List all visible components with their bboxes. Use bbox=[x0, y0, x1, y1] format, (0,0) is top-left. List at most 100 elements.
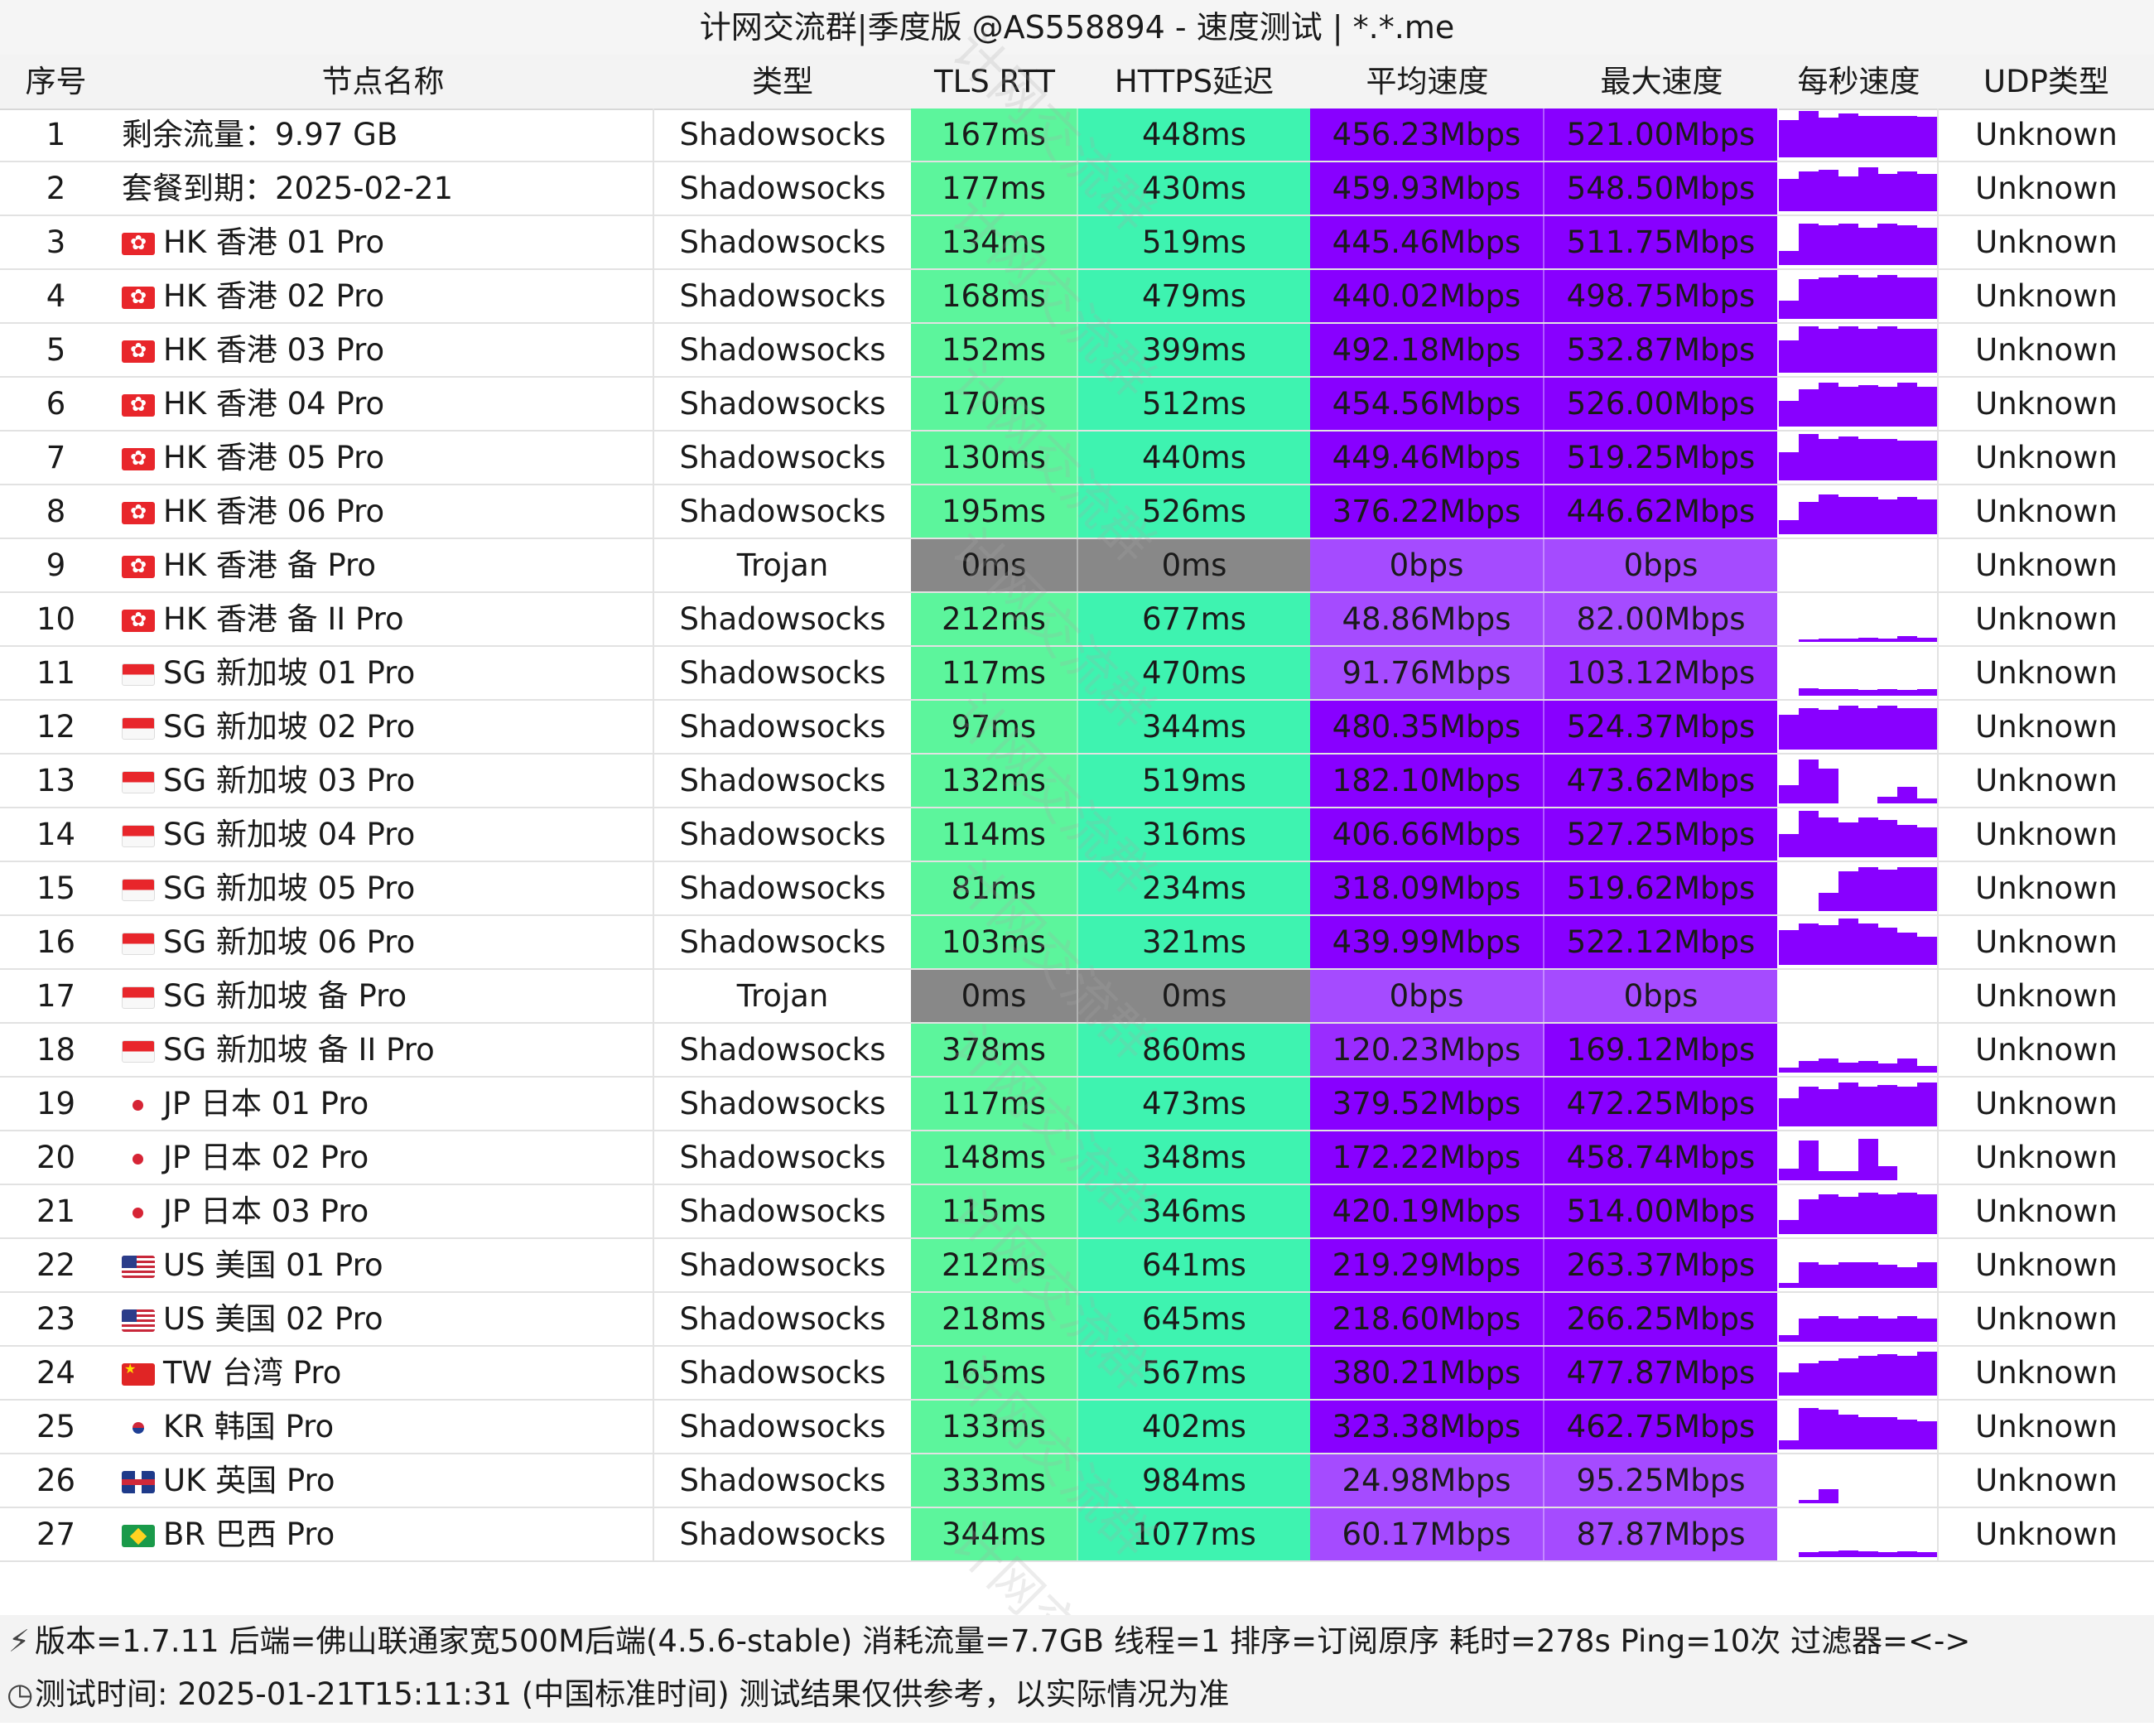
max-speed: 519.25Mbps bbox=[1544, 432, 1779, 484]
node-name: BR 巴西 Pro bbox=[112, 1508, 654, 1560]
sparkline-bar bbox=[1917, 499, 1937, 534]
sparkline-bar bbox=[1917, 708, 1937, 750]
sparkline-bar bbox=[1798, 1262, 1819, 1288]
flag-us-icon bbox=[122, 1256, 155, 1278]
footer-info-line: ⚡ 版本=1.7.11 后端=佛山联通家宽500M后端(4.5.6-stable)… bbox=[0, 1615, 2154, 1668]
row-index: 9 bbox=[46, 547, 66, 583]
sparkline-bar bbox=[1818, 925, 1838, 965]
tls-rtt: 130ms bbox=[911, 432, 1078, 484]
row-index: 6 bbox=[46, 386, 66, 422]
sparkline-bar bbox=[1798, 1363, 1819, 1396]
results-table: 1 剩余流量：9.97 GB Shadowsocks 167ms 448ms 456.23… bbox=[0, 108, 2154, 1562]
max-speed: 446.62Mbps bbox=[1544, 485, 1779, 538]
sparkline-bar bbox=[1917, 1066, 1937, 1073]
tls-rtt: 165ms bbox=[911, 1347, 1078, 1399]
table-header: 序号 节点名称 类型 TLS RTT HTTPS延迟 平均速度 最大速度 每秒速… bbox=[0, 55, 2154, 110]
node-name: SG 新加坡 01 Pro bbox=[112, 647, 654, 699]
sparkline-bar bbox=[1779, 251, 1799, 265]
antenna-icon: ⚡ bbox=[8, 1623, 30, 1659]
sparkline-bar bbox=[1877, 1354, 1898, 1396]
speed-sparkline bbox=[1779, 378, 1939, 430]
sparkline-bar bbox=[1779, 1335, 1799, 1342]
max-speed: 87.87Mbps bbox=[1544, 1508, 1779, 1560]
tls-rtt: 333ms bbox=[911, 1454, 1078, 1507]
sparkline-bar bbox=[1838, 1063, 1858, 1073]
node-type: Shadowsocks bbox=[679, 386, 886, 422]
https-latency: 567ms bbox=[1078, 1347, 1310, 1399]
sparkline-bar bbox=[1798, 708, 1819, 750]
udp-type: Unknown bbox=[1975, 1032, 2118, 1068]
sparkline-bar bbox=[1779, 520, 1799, 534]
udp-type: Unknown bbox=[1975, 117, 2118, 152]
speed-sparkline bbox=[1779, 539, 1939, 591]
udp-type: Unknown bbox=[1975, 440, 2118, 475]
avg-speed: 492.18Mbps bbox=[1310, 324, 1544, 376]
node-name-text: BR 巴西 Pro bbox=[163, 1517, 335, 1552]
header-https: HTTPS延迟 bbox=[1114, 64, 1275, 99]
sparkline-bar bbox=[1838, 689, 1858, 696]
table-row: 13 SG 新加坡 03 Pro Shadowsocks 132ms 519ms 182.… bbox=[0, 755, 2154, 808]
udp-type: Unknown bbox=[1975, 547, 2118, 583]
node-name-text: TW 台湾 Pro bbox=[163, 1355, 342, 1391]
sparkline-bar bbox=[1818, 494, 1838, 534]
sparkline-bar bbox=[1798, 224, 1819, 265]
node-name: JP 日本 01 Pro bbox=[112, 1078, 654, 1130]
sparkline-bar bbox=[1779, 1372, 1799, 1396]
sparkline-bar bbox=[1838, 326, 1858, 373]
max-speed: 462.75Mbps bbox=[1544, 1401, 1779, 1453]
node-name-text: KR 韩国 Pro bbox=[163, 1409, 335, 1444]
node-name: US 美国 01 Pro bbox=[112, 1239, 654, 1291]
sparkline-bar bbox=[1838, 497, 1858, 534]
node-name-text: SG 新加坡 01 Pro bbox=[163, 655, 416, 691]
table-row: 10 HK 香港 备 II Pro Shadowsocks 212ms677ms48.… bbox=[0, 593, 2154, 647]
table-row: 12 SG 新加坡 02 Pro Shadowsocks 97ms 344ms 480.3… bbox=[0, 701, 2154, 755]
sparkline-bar bbox=[1798, 1061, 1819, 1073]
node-type: Shadowsocks bbox=[679, 1086, 886, 1121]
avg-speed: 456.23Mbps bbox=[1310, 108, 1544, 161]
node-type: Shadowsocks bbox=[679, 1032, 886, 1068]
node-name: HK 香港 06 Pro bbox=[112, 485, 654, 538]
avg-speed: 376.22Mbps bbox=[1310, 485, 1544, 538]
max-speed: 103.12Mbps bbox=[1544, 647, 1779, 699]
speed-sparkline bbox=[1779, 216, 1939, 268]
udp-type: Unknown bbox=[1975, 1463, 2118, 1498]
sparkline-bar bbox=[1779, 785, 1799, 803]
table-row: 3 HK 香港 01 Pro Shadowsocks 134ms519ms445.46… bbox=[0, 216, 2154, 270]
table-row: 19 JP 日本 01 Pro Shadowsocks 117ms 473ms 379.5… bbox=[0, 1078, 2154, 1131]
https-latency: 234ms bbox=[1078, 862, 1310, 914]
node-type: Shadowsocks bbox=[679, 1355, 886, 1391]
node-name-text: JP 日本 02 Pro bbox=[163, 1140, 369, 1175]
sparkline-bar bbox=[1858, 385, 1878, 427]
flag-hk-icon bbox=[122, 448, 155, 470]
sparkline-bar bbox=[1877, 1552, 1898, 1557]
sparkline-bar bbox=[1917, 798, 1937, 803]
sparkline-bar bbox=[1779, 452, 1799, 480]
node-type: Shadowsocks bbox=[679, 1140, 886, 1175]
sparkline-bar bbox=[1798, 1319, 1819, 1342]
row-index: 11 bbox=[36, 655, 76, 691]
sparkline-bar bbox=[1858, 277, 1878, 319]
speed-sparkline bbox=[1779, 755, 1939, 807]
sparkline-bar bbox=[1917, 174, 1937, 211]
table-row: 24 TW 台湾 Pro Shadowsocks 165ms567ms380.21Mb… bbox=[0, 1347, 2154, 1401]
tls-rtt: 212ms bbox=[911, 1239, 1078, 1291]
node-type: Shadowsocks bbox=[679, 601, 886, 637]
avg-speed: 0bps bbox=[1310, 970, 1544, 1022]
node-name: HK 香港 02 Pro bbox=[112, 270, 654, 322]
header-spark: 每秒速度 bbox=[1797, 64, 1920, 99]
sparkline-bar bbox=[1917, 1262, 1937, 1288]
node-name: TW 台湾 Pro bbox=[112, 1347, 654, 1399]
sparkline-bar bbox=[1897, 787, 1918, 803]
sparkline-bar bbox=[1798, 760, 1819, 803]
footer: ⚡ 版本=1.7.11 后端=佛山联通家宽500M后端(4.5.6-stable)… bbox=[0, 1615, 2154, 1723]
clock-icon: ◷ bbox=[7, 1676, 34, 1712]
node-name-text: 剩余流量：9.97 GB bbox=[122, 117, 398, 152]
flag-jp-icon bbox=[122, 1148, 155, 1170]
https-latency: 399ms bbox=[1078, 324, 1310, 376]
avg-speed: 459.93Mbps bbox=[1310, 162, 1544, 215]
node-name-text: 套餐到期：2025-02-21 bbox=[122, 171, 454, 206]
sparkline-bar bbox=[1798, 688, 1819, 696]
https-latency: 321ms bbox=[1078, 916, 1310, 968]
avg-speed: 60.17Mbps bbox=[1310, 1508, 1544, 1560]
sparkline-bar bbox=[1877, 639, 1898, 642]
